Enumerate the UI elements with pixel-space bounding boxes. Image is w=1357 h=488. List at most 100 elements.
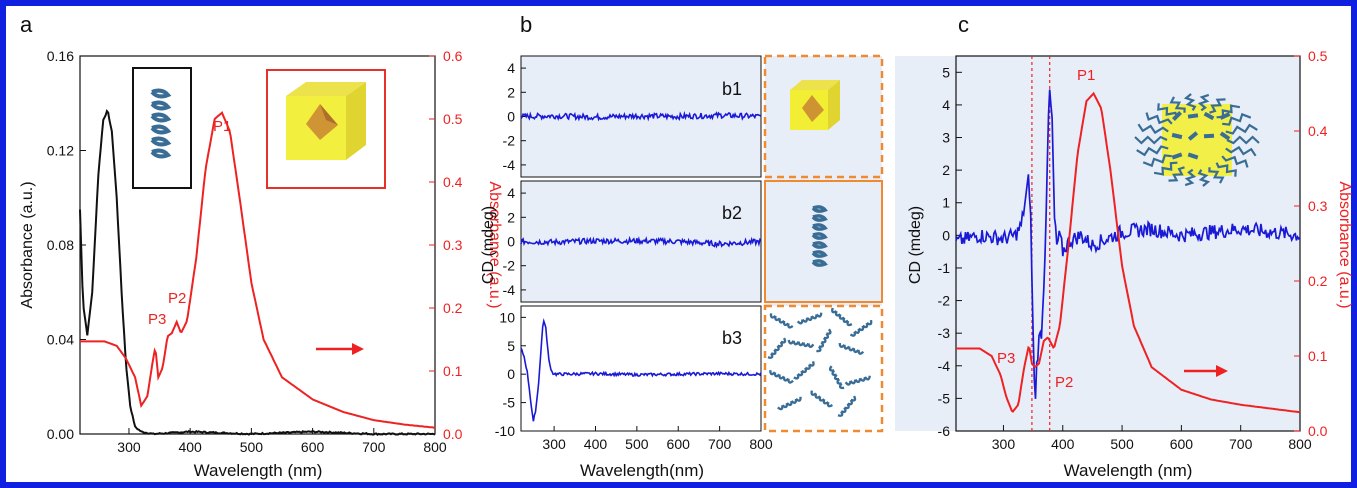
- helix-coil: [787, 339, 815, 349]
- y-tick-label: 2: [507, 209, 515, 225]
- absorbance-line-c: [956, 91, 1301, 414]
- y-tick-label: 2: [942, 162, 950, 178]
- y2-tick-label: 0.1: [443, 363, 463, 379]
- helix-ligand: [1208, 167, 1225, 184]
- y-tick-label: 4: [507, 185, 515, 201]
- panel-a-letter: a: [20, 12, 33, 37]
- helix-icon: [777, 396, 802, 411]
- helix-ligand: [1157, 103, 1179, 118]
- helix-icon: [816, 328, 832, 353]
- helix-ligand: [1221, 155, 1249, 168]
- helix-icon: [132, 67, 192, 189]
- y-tick-label: 0: [507, 366, 515, 382]
- helix-ligand: [1142, 154, 1172, 168]
- helix-ligand: [1222, 112, 1252, 126]
- x-tick-label: 500: [625, 436, 649, 452]
- y-tick-label: -6: [938, 423, 951, 439]
- y-tick-label: 4: [507, 60, 515, 76]
- cd-line-c: [955, 89, 1301, 399]
- surface-helix: [1219, 112, 1231, 120]
- helix-coil: [837, 395, 857, 417]
- helix-icon: [828, 365, 845, 390]
- helix-coil: [810, 390, 834, 408]
- helix-coil: [769, 313, 794, 329]
- panel-b1-label: b1: [722, 79, 742, 99]
- panel-b2-label: b2: [722, 203, 742, 223]
- panel-b2-ticks: 4 2 0 -2 -4: [503, 185, 526, 298]
- x-tick-label: 600: [1170, 436, 1194, 452]
- panel-a-y-ticks: 0.00 0.04 0.08 0.12 0.16: [47, 48, 86, 442]
- helix-ligand: [1225, 123, 1258, 135]
- y-tick-label: 0.08: [47, 237, 74, 253]
- panel-b-chart: 4 2 0 -2 -4 4 2 0 -2 -4 10 5 0 -5 -10 300 400 500 600 700…: [480, 54, 884, 480]
- helix-coil: [767, 337, 787, 359]
- y-tick-label: 0.04: [47, 332, 74, 348]
- helix-coil: [838, 342, 865, 355]
- y2-tick-label: 0.5: [1308, 48, 1328, 64]
- x-tick-label: 500: [1110, 436, 1134, 452]
- helix-ligand: [1209, 98, 1226, 114]
- y2-tick-label: 0.4: [443, 174, 463, 190]
- panel-c-letter: c: [958, 12, 969, 37]
- panel-c-y2-label: Absorbance (a.u.): [1336, 181, 1353, 308]
- helix-ligand: [1197, 169, 1211, 187]
- helix-coil: [831, 307, 853, 327]
- helix-ligand: [1153, 161, 1178, 176]
- cd-line-b2: [520, 235, 762, 249]
- y-tick-label: -1: [938, 260, 951, 276]
- helix-icon: [810, 390, 834, 408]
- helix-icon: [787, 339, 815, 349]
- panel-c-x-ticks: 300 400 500 600 700 800: [992, 425, 1312, 452]
- surface-helix: [1187, 152, 1199, 160]
- panel-c-peak-p2: P2: [1055, 374, 1073, 391]
- panel-a-y-label: Absorbance (a.u.): [19, 181, 36, 308]
- helix-coil: [793, 360, 815, 380]
- helix-icon: [831, 307, 853, 327]
- panel-c-peak-p1: P1: [1077, 67, 1095, 84]
- y2-tick-label: 0.1: [1308, 348, 1328, 364]
- helix-coil: [849, 319, 873, 337]
- helix-icon: [769, 313, 794, 329]
- x-tick-label: 400: [1051, 436, 1075, 452]
- y-tick-label: -5: [938, 390, 951, 406]
- panel-c-y-label: CD (mdeg): [907, 206, 924, 284]
- y-tick-label: 3: [942, 130, 950, 146]
- surface-helix: [1203, 111, 1215, 121]
- panel-b-letter: b: [520, 12, 532, 37]
- y-tick-label: -2: [503, 133, 516, 149]
- cube-octahedron-icon: [266, 69, 386, 189]
- y-tick-label: 0.16: [47, 48, 74, 64]
- x-tick-label: 300: [992, 436, 1016, 452]
- helix-ligand: [1197, 93, 1210, 112]
- red-absorbance-line: [80, 110, 436, 429]
- y-tick-label: 2: [507, 84, 515, 100]
- y-tick-label: 5: [942, 64, 950, 80]
- cd-line-b3: [520, 317, 762, 422]
- panel-b1-ticks: 4 2 0 -2 -4: [503, 60, 526, 173]
- surface-helix: [1187, 131, 1199, 141]
- panel-c-chart: 300 400 500 600 700 800 5 4 3 2 1 0 -1 -2 -3 -4 -5 -6 0.…: [895, 48, 1353, 480]
- panel-a-x-ticks: 300 400 500 600 700 800: [117, 428, 447, 455]
- panel-c-y-ticks: 5 4 3 2 1 0 -1 -2 -3 -4 -5 -6: [938, 64, 962, 439]
- panel-b3-frame: [520, 305, 762, 432]
- helix-ligand: [1134, 135, 1168, 145]
- helix-icon: [838, 342, 865, 355]
- panel-b-y-label: CD (mdeg): [480, 206, 497, 284]
- helix-ligand: [1183, 93, 1197, 111]
- y2-tick-label: 0.2: [1308, 273, 1328, 289]
- panel-b-series: [520, 110, 762, 422]
- helix-ligand: [1169, 96, 1186, 113]
- surface-helix: [1172, 111, 1182, 121]
- helix-coil: [777, 396, 802, 411]
- right-arrow-icon: [1184, 365, 1228, 377]
- panel-a-peak-p2: P2: [168, 290, 186, 307]
- x-tick-label: 500: [240, 439, 264, 455]
- panel-a-y2-label: Absorbance (a.u.): [486, 181, 503, 308]
- helix-icon: [844, 375, 871, 386]
- helix-ligand: [1225, 145, 1257, 157]
- x-tick-label: 800: [1288, 436, 1312, 452]
- y-tick-label: 1: [942, 195, 950, 211]
- cd-line-b1: [520, 110, 762, 122]
- y2-tick-label: 0.0: [443, 426, 463, 442]
- y-tick-label: 10: [499, 309, 515, 325]
